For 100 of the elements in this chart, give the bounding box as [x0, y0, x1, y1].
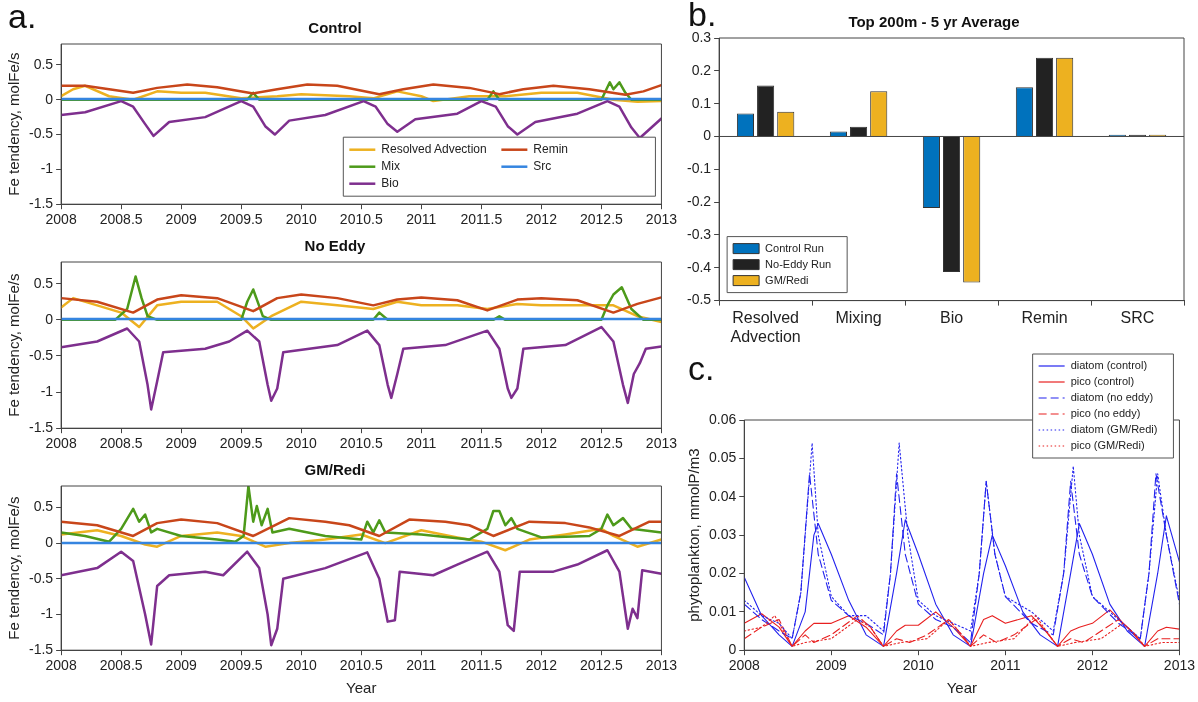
y-tick-label: -1: [40, 382, 54, 399]
y-tick-label: 0.1: [691, 94, 712, 111]
x-tick-label: 2011.5: [460, 435, 503, 452]
y-tick-label: 0: [703, 127, 712, 144]
chart-title: GM/Redi: [304, 461, 366, 479]
y-axis-title: Fe tendency, molFe/s: [5, 273, 23, 417]
y-tick-label: 0: [45, 90, 54, 107]
y-tick-label: -0.5: [29, 125, 54, 142]
x-tick-label: 2009.5: [219, 657, 263, 674]
x-tick-label: 2009: [815, 657, 848, 674]
y-tick-label: -0.5: [687, 291, 712, 308]
x-tick-label: 2011.5: [460, 211, 503, 228]
x-tick-label: 2013: [645, 435, 678, 452]
x-tick-label: 2012: [1076, 657, 1109, 674]
x-tick-label: 2010.5: [339, 211, 383, 228]
legend-label: pico (control): [1070, 375, 1135, 388]
x-tick-label: 2009.5: [219, 211, 263, 228]
x-tick-label: 2010: [285, 435, 318, 452]
x-tick-label: 2012.5: [579, 211, 624, 228]
x-tick-label: 2009: [165, 211, 197, 228]
x-tick-label: 2012.5: [579, 657, 624, 674]
text: c.: [688, 349, 715, 388]
y-axis-title: Fe tendency, molFe/s: [5, 496, 23, 640]
y-tick-label: -1.5: [29, 641, 54, 658]
x-tick-label: 2011: [406, 657, 437, 674]
y-tick-label: -1.5: [29, 195, 54, 212]
x-tick-label: 2008.5: [99, 435, 143, 452]
y-tick-label: -1: [40, 160, 54, 177]
legend-label: Bio: [381, 176, 399, 191]
x-tick-label: 2008: [45, 435, 77, 452]
y-tick-label: 0.3: [691, 28, 712, 45]
text: a.: [8, 0, 37, 36]
y-tick-label: 0.5: [33, 498, 54, 515]
x-tick-label: 2011.5: [460, 657, 503, 674]
x-tick-label: 2010: [902, 657, 935, 674]
y-tick-label: 0.05: [709, 449, 737, 466]
x-tick-label: 2008.5: [99, 657, 143, 674]
y-tick-label: 0.5: [33, 274, 54, 291]
y-tick-label: 0.06: [709, 410, 737, 427]
x-tick-label: Resolved Advection: [730, 308, 801, 345]
y-tick-label: 0.02: [709, 564, 737, 581]
x-tick-label: 2012: [525, 211, 558, 228]
y-tick-label: -0.5: [29, 346, 54, 363]
x-tick-label: Remin: [1021, 308, 1068, 326]
x-tick-label: 2008.5: [99, 211, 143, 228]
y-tick-label: -1: [40, 605, 54, 622]
x-tick-label: 2008: [728, 657, 761, 674]
x-tick-label: Mixing: [835, 308, 882, 326]
chart-title: Top 200m - 5 yr Average: [848, 13, 1020, 31]
legend-label: Mix: [381, 159, 400, 174]
legend-label: No-Eddy Run: [765, 257, 832, 270]
legend-label: diatom (no eddy): [1070, 391, 1154, 404]
y-axis-title: phytoplankton, mmolP/m3: [685, 448, 703, 622]
y-tick-label: 0.01: [709, 602, 737, 619]
x-tick-label: 2009: [165, 657, 197, 674]
x-axis-title: Year: [346, 679, 377, 697]
x-tick-label: 2013: [645, 657, 678, 674]
x-tick-label: Bio: [940, 308, 964, 326]
x-tick-label: 2012.5: [579, 435, 624, 452]
y-tick-label: 0.04: [709, 487, 737, 504]
x-tick-label: SRC: [1120, 308, 1155, 326]
y-tick-label: -0.1: [687, 160, 712, 177]
x-tick-label: 2008: [45, 657, 77, 674]
x-tick-label: 2010.5: [339, 435, 383, 452]
x-tick-label: 2010: [285, 657, 318, 674]
y-tick-label: -0.2: [687, 192, 712, 209]
x-axis-title: Year: [946, 679, 977, 697]
x-tick-label: 2011: [990, 657, 1021, 674]
legend-label: Control Run: [765, 241, 824, 254]
x-tick-label: 2010: [285, 211, 318, 228]
chart-title: No Eddy: [304, 237, 367, 255]
y-axis-title: Fe tendency, molFe/s: [5, 52, 23, 196]
y-tick-label: 0.5: [33, 55, 54, 72]
y-tick-label: 0: [45, 533, 54, 550]
legend-label: Resolved Advection: [381, 142, 487, 157]
y-tick-label: -0.3: [687, 225, 712, 242]
legend-label: pico (GM/Redi): [1070, 439, 1145, 452]
chart-title: Control: [308, 19, 362, 37]
y-tick-label: -1.5: [29, 419, 54, 436]
x-tick-label: 2013: [645, 211, 678, 228]
legend-label: GM/Redi: [765, 273, 809, 286]
y-tick-label: 0.03: [709, 525, 737, 542]
x-tick-label: 2011: [406, 435, 437, 452]
y-tick-label: -0.4: [687, 258, 712, 275]
legend-label: diatom (GM/Redi): [1070, 423, 1158, 436]
x-tick-label: 2009.5: [219, 435, 263, 452]
y-tick-label: -0.5: [29, 569, 54, 586]
x-tick-label: 2008: [45, 211, 77, 228]
legend-label: Src: [533, 159, 552, 174]
x-tick-label: 2011: [406, 211, 437, 228]
x-tick-label: 2012: [525, 435, 558, 452]
x-tick-label: 2013: [1163, 657, 1196, 674]
y-tick-label: 0.2: [691, 61, 712, 78]
legend-label: pico (no eddy): [1070, 407, 1141, 420]
x-tick-label: 2010.5: [339, 657, 383, 674]
legend-label: Remin: [533, 142, 569, 157]
legend-label: diatom (control): [1070, 359, 1148, 372]
x-tick-label: 2009: [165, 435, 197, 452]
y-tick-label: 0: [728, 641, 737, 658]
x-tick-label: 2012: [525, 657, 558, 674]
